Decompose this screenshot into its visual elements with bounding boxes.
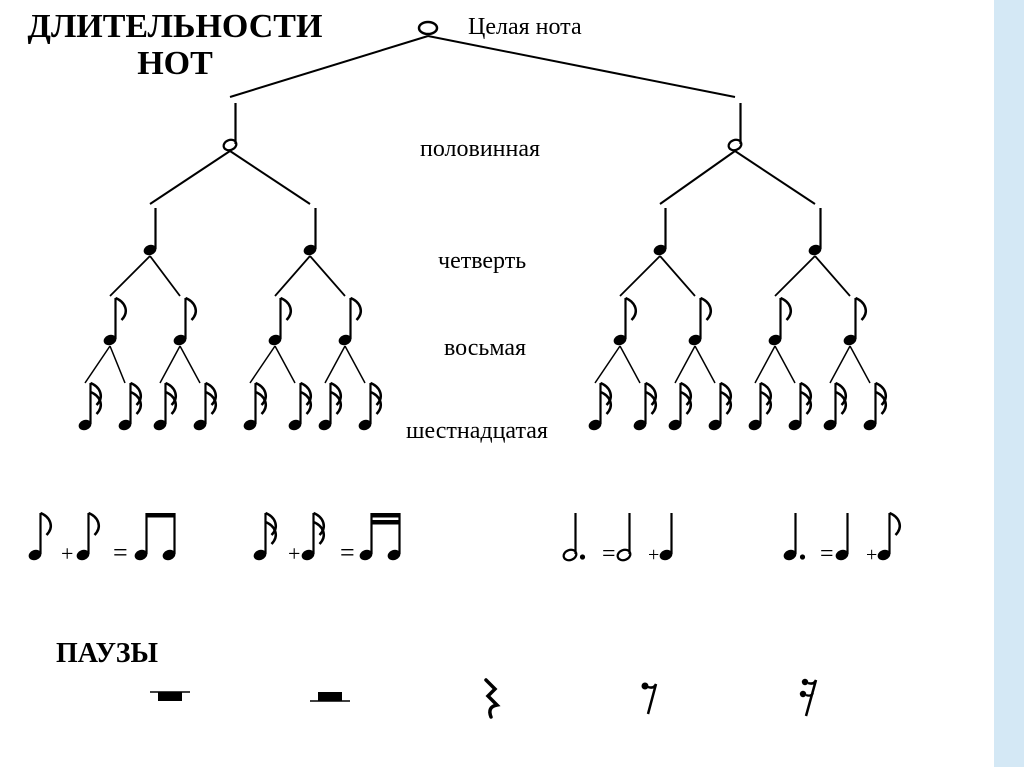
svg-text:+: + [648,544,659,566]
svg-text:=: = [820,541,834,567]
svg-text:+: + [866,544,877,566]
svg-text:=: = [113,538,128,567]
svg-text:=: = [340,538,355,567]
right-decorative-band [994,0,1024,767]
svg-text:+: + [61,541,73,566]
svg-text:=: = [602,541,616,567]
svg-text:+: + [288,541,300,566]
diagram-svg: + = + = = + = + [0,0,994,767]
